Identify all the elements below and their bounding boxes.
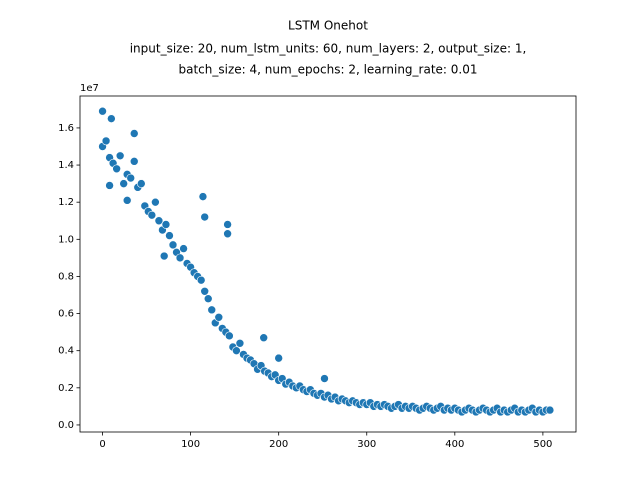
point xyxy=(175,253,185,263)
x-tick-label: 100 xyxy=(181,439,200,450)
y-tick-label: 1.4 xyxy=(58,160,74,171)
point xyxy=(200,212,210,222)
y-tick-label: 0.6 xyxy=(58,309,74,320)
y-tick-label: 1.6 xyxy=(58,123,74,134)
y-tick-label: 1.0 xyxy=(58,234,74,245)
chart-title: LSTM Onehot xyxy=(288,19,368,33)
x-tick-label: 500 xyxy=(533,439,552,450)
point xyxy=(115,151,125,161)
point xyxy=(207,305,217,315)
point xyxy=(168,240,178,250)
chart-subtitle: input_size: 20, num_lstm_units: 60, num_… xyxy=(130,42,527,56)
point xyxy=(147,210,157,220)
point xyxy=(200,286,210,296)
point xyxy=(545,405,555,415)
point xyxy=(136,179,146,188)
point xyxy=(223,220,232,229)
point xyxy=(126,173,136,183)
point xyxy=(119,179,128,188)
point xyxy=(225,331,234,341)
point xyxy=(129,129,139,138)
point xyxy=(98,106,107,116)
point xyxy=(198,192,208,201)
point xyxy=(165,231,174,240)
y-tick-label: 0.0 xyxy=(58,420,74,431)
offset-label: 1e7 xyxy=(80,83,99,94)
y-tick-label: 0.2 xyxy=(58,383,74,394)
point xyxy=(112,164,121,174)
point xyxy=(154,216,164,226)
point xyxy=(129,157,139,166)
chart-subtitle: batch_size: 4, num_epochs: 2, learning_r… xyxy=(179,63,478,77)
x-tick-label: 0 xyxy=(99,439,105,450)
point xyxy=(161,220,171,229)
point xyxy=(223,229,232,239)
point xyxy=(101,136,111,146)
point xyxy=(235,338,245,348)
x-tick-label: 200 xyxy=(269,439,288,450)
point xyxy=(107,114,116,123)
y-tick-label: 0.4 xyxy=(58,346,74,357)
x-tick-label: 400 xyxy=(445,439,464,450)
point xyxy=(232,346,241,355)
point xyxy=(274,353,283,363)
y-tick-label: 0.8 xyxy=(58,271,74,282)
y-tick-label: 1.2 xyxy=(58,197,74,208)
point xyxy=(151,197,160,207)
point xyxy=(214,312,224,322)
point xyxy=(159,251,169,261)
plot-frame xyxy=(79,95,577,433)
point xyxy=(196,275,206,285)
point xyxy=(179,244,188,253)
point xyxy=(105,181,114,190)
point xyxy=(320,374,329,383)
x-tick-label: 300 xyxy=(357,439,376,450)
point xyxy=(122,196,132,205)
point xyxy=(259,333,269,342)
point xyxy=(203,294,213,304)
